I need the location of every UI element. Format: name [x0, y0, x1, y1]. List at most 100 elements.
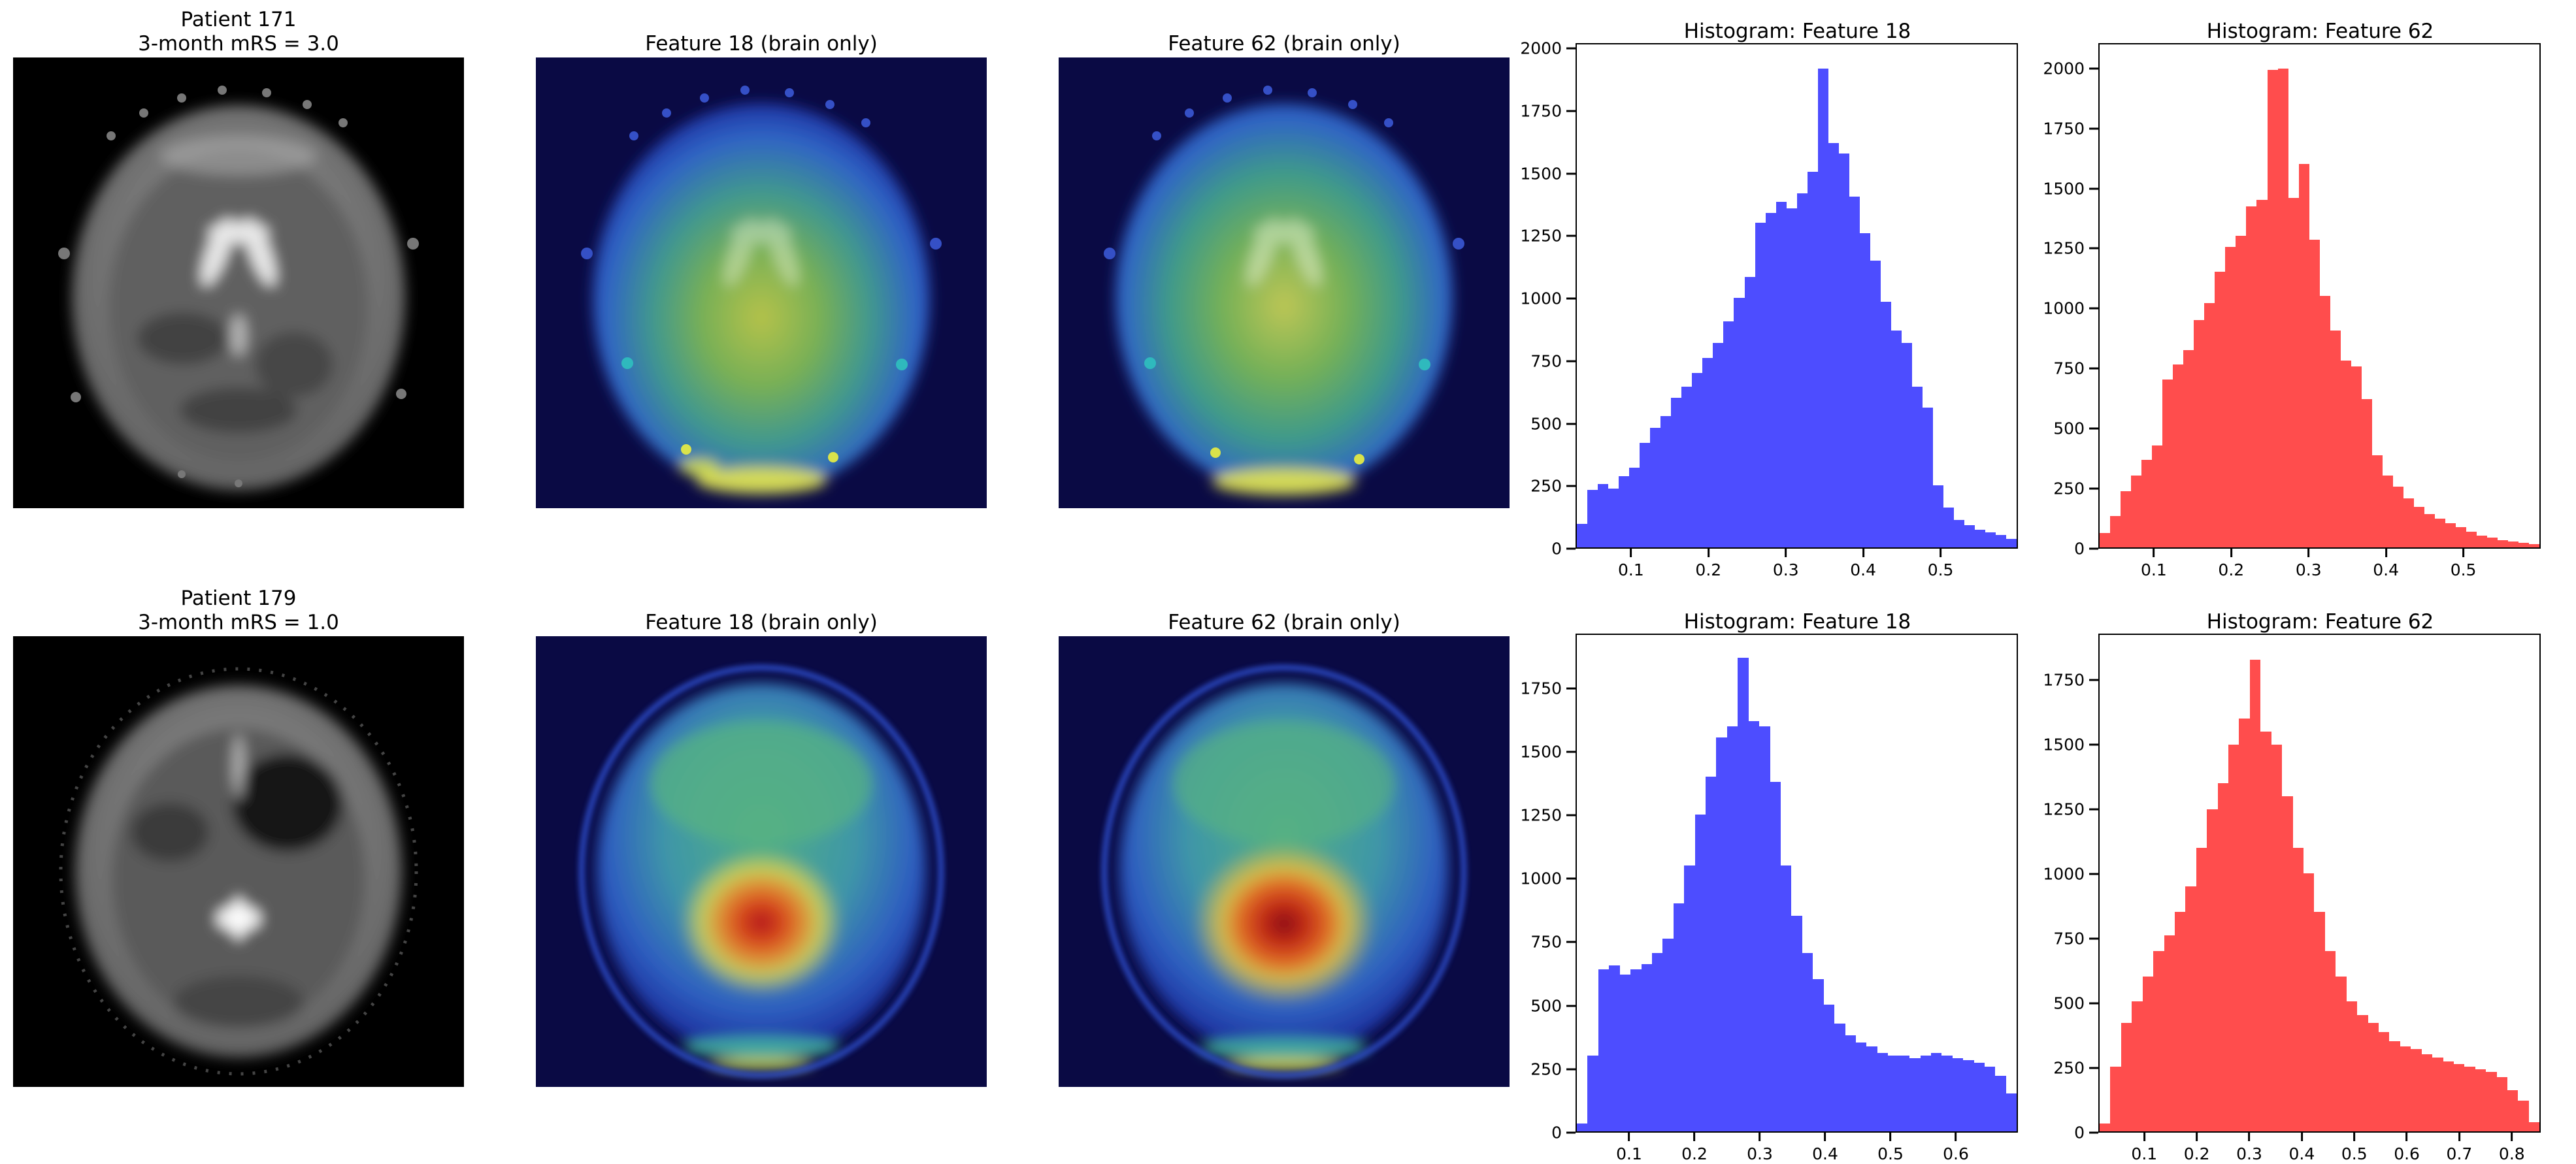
hist-bar [1975, 530, 1986, 547]
x-tick-label: 0.5 [2451, 549, 2476, 579]
hist-bar [1817, 68, 1828, 547]
hist-bar [2271, 744, 2283, 1131]
y-tick-label: 500 [1530, 414, 1576, 433]
hist-bar [2340, 361, 2351, 547]
hist-bar [2267, 69, 2278, 547]
hist-bar [2435, 519, 2446, 547]
hist-bar [2389, 1041, 2400, 1131]
hist-bar [2246, 206, 2257, 547]
x-tick-label: 0.5 [1877, 1133, 1904, 1163]
y-tick-label: 1250 [2043, 239, 2098, 258]
hist-bar [2100, 1124, 2111, 1131]
hist-bar [2508, 541, 2519, 547]
hist-bar [1995, 1075, 2006, 1131]
hist-bar [2371, 455, 2383, 547]
hist-bar [1973, 1063, 1985, 1131]
hist-bar [2466, 532, 2477, 547]
hist-bar [2486, 1072, 2497, 1131]
hist-bar [2382, 476, 2393, 547]
hist-bar [2413, 506, 2424, 547]
hist-bar [1619, 974, 1631, 1131]
hist-bar [2228, 744, 2239, 1131]
y-tick-label: 1000 [1520, 869, 1576, 888]
x-axis: 0.1 0.2 0.3 0.4 0.5 [2100, 549, 2541, 580]
hist-bar [2392, 486, 2403, 547]
hist-title: Histogram: Feature 62 [2206, 20, 2434, 43]
hist-bar [2006, 538, 2017, 547]
hist-bar [1909, 1058, 1921, 1131]
panel-feature62-patient179: Feature 62 (brain only) [1059, 587, 1510, 1087]
patient171-title: Patient 171 3-month mRS = 3.0 [13, 8, 464, 56]
y-tick-label: 1250 [1520, 806, 1576, 825]
hist-bar [2357, 1015, 2368, 1131]
x-tick-label: 0.3 [1773, 549, 1799, 579]
hist-bar [2217, 783, 2229, 1131]
hist-bar [1577, 523, 1588, 547]
hist-bar [2164, 935, 2175, 1131]
hist-bar [1954, 520, 1965, 547]
x-tick-label: 0.3 [1747, 1133, 1773, 1163]
hist-bar [2518, 542, 2530, 547]
hist-bar [2518, 1100, 2529, 1131]
hist-bar [1933, 485, 1944, 547]
x-tick-label: 0.6 [1943, 1133, 1969, 1163]
hist-bar [1765, 213, 1776, 547]
feature62-title: Feature 62 (brain only) [1168, 611, 1400, 634]
hist-bar [2411, 1048, 2422, 1131]
hist-bar [1694, 815, 1706, 1131]
hist-bar [2141, 460, 2153, 547]
y-tick-label: 1250 [2043, 800, 2098, 819]
hist-bar [1630, 969, 1642, 1131]
hist-bar [2464, 1067, 2475, 1131]
hist-plot [1576, 43, 2018, 549]
hist-bar [2277, 68, 2288, 547]
panel-mri-patient171: Patient 171 3-month mRS = 3.0 [13, 8, 464, 508]
hist-bar [2183, 349, 2194, 547]
hist-bar [1870, 260, 1881, 547]
hist-bar [1650, 427, 1661, 547]
hist-bar [1587, 490, 1598, 547]
hist-bar [1744, 276, 1755, 547]
x-tick-label: 0.6 [2394, 1133, 2420, 1163]
y-tick-label: 750 [2053, 359, 2098, 378]
y-tick-label: 250 [2053, 1059, 2098, 1078]
hist-bar [2256, 200, 2268, 547]
hist-bar [1920, 1055, 1931, 1131]
hist-bar [2110, 516, 2121, 547]
electrode-dots [58, 86, 419, 487]
x-tick-label: 0.1 [2131, 1133, 2157, 1163]
hist-bar [2292, 847, 2304, 1131]
hist-bar [1692, 372, 1703, 547]
hist-bar [1723, 321, 1734, 547]
y-tick-label: 1250 [1520, 227, 1576, 246]
hist-bar [2330, 331, 2341, 547]
hist-bar [1838, 153, 1849, 547]
hist-bar [1706, 777, 1717, 1131]
y-tick-label: 1750 [1520, 679, 1576, 698]
halo-ring [578, 664, 944, 1078]
y-tick-label: 1500 [1520, 164, 1576, 183]
hist-bar [1996, 534, 2007, 547]
hist-bar [2215, 272, 2226, 547]
hist-bar [1952, 1058, 1964, 1131]
noise-ring [59, 667, 418, 1076]
hist-bar [1759, 726, 1770, 1131]
hist-bar [1681, 386, 1693, 547]
hist-bar [2142, 977, 2154, 1131]
hist-bar [1713, 342, 1724, 547]
x-tick-label: 0.2 [2184, 1133, 2210, 1163]
x-tick-label: 0.3 [2296, 549, 2322, 579]
hist-bar [1598, 969, 1610, 1131]
hist-bar [1781, 865, 1792, 1131]
y-tick-label: 0 [2074, 540, 2098, 558]
hist-bar [2421, 1054, 2433, 1131]
x-axis: 0.1 0.2 0.3 0.4 0.5 0.6 0.7 0.8 [2100, 1133, 2541, 1164]
hist-bar [2351, 366, 2362, 547]
hist-bar [1828, 143, 1839, 547]
hist-bar [2236, 236, 2247, 547]
feature18-title: Feature 18 (brain only) [645, 611, 878, 634]
y-tick-label: 1500 [2043, 179, 2098, 198]
hist-feature62-patient171: Histogram: Feature 62 0 250 500 750 1000 1250… [2030, 7, 2546, 580]
hist-bar [2336, 977, 2347, 1131]
mri-image-patient171 [13, 57, 464, 508]
